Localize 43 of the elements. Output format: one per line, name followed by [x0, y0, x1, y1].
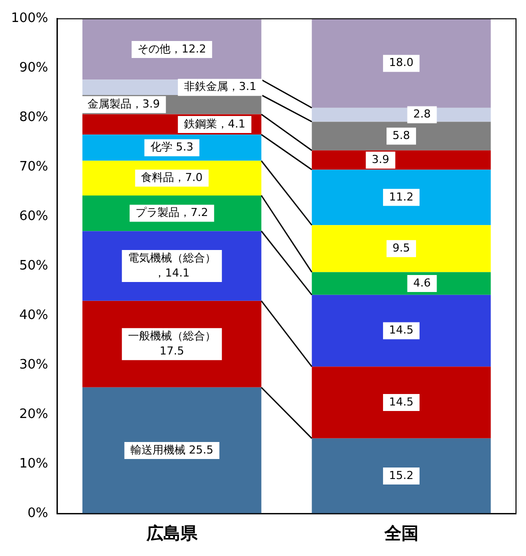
- y-tick-label: 100%: [10, 11, 48, 26]
- bar: [312, 294, 491, 367]
- bar: [312, 272, 491, 295]
- y-tick-label: 70%: [19, 160, 48, 175]
- y-tick-label: 30%: [19, 358, 48, 373]
- data-label: 9.5: [392, 241, 410, 254]
- data-label: その他，12.2: [138, 42, 206, 56]
- data-label: 18.0: [389, 56, 414, 70]
- data-label: プラ製品，7.2: [136, 206, 208, 220]
- y-tick-label: 90%: [19, 60, 48, 76]
- data-label: 14.5: [389, 324, 414, 337]
- y-tick-label: 60%: [19, 209, 48, 224]
- x-tick-label: 広島県: [145, 524, 198, 544]
- data-label: 金属製品，3.9: [87, 98, 160, 111]
- y-tick-label: 50%: [19, 258, 48, 274]
- data-label: 3.9: [372, 152, 390, 166]
- y-tick-label: 80%: [19, 110, 48, 126]
- data-label: 11.2: [389, 190, 414, 204]
- data-label: 4.6: [413, 276, 431, 290]
- data-label: 5.8: [392, 128, 410, 142]
- data-label: 15.2: [389, 468, 414, 482]
- data-label: 一般機械（総合）17.5: [128, 329, 216, 358]
- bar: [312, 122, 491, 150]
- bar: [82, 19, 262, 80]
- data-label: 鉄鋼業，4.1: [184, 117, 246, 130]
- y-tick-label: 10%: [19, 456, 48, 472]
- data-label: 食料品，7.0: [141, 170, 203, 184]
- data-label: 14.5: [389, 395, 414, 408]
- bar: [82, 387, 262, 514]
- data-label: 化学 5.3: [150, 140, 194, 154]
- bar: [312, 225, 491, 272]
- data-label: 輸送用機械 25.5: [130, 443, 214, 456]
- x-tick-label: 全国: [383, 524, 418, 544]
- data-label: 2.8: [413, 108, 431, 121]
- y-tick-label: 0%: [28, 506, 48, 521]
- bar: [312, 170, 491, 226]
- bar: [312, 366, 491, 438]
- bar: [312, 18, 491, 108]
- y-tick-label: 40%: [19, 308, 48, 324]
- data-label: 電気機械（総合），14.1: [128, 251, 216, 280]
- y-tick-label: 20%: [19, 407, 48, 422]
- data-label: 非鉄金属，3.1: [184, 80, 256, 94]
- bar: [312, 438, 491, 514]
